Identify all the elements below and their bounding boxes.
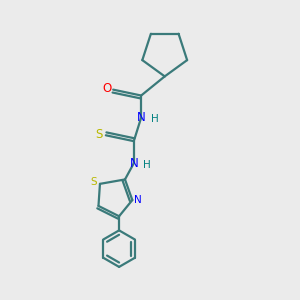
- Text: H: H: [143, 160, 151, 170]
- Text: N: N: [129, 157, 138, 170]
- Text: N: N: [134, 195, 142, 205]
- Text: H: H: [151, 114, 158, 124]
- Text: N: N: [137, 111, 146, 124]
- Text: O: O: [102, 82, 111, 95]
- Text: S: S: [96, 128, 103, 141]
- Text: S: S: [91, 176, 98, 187]
